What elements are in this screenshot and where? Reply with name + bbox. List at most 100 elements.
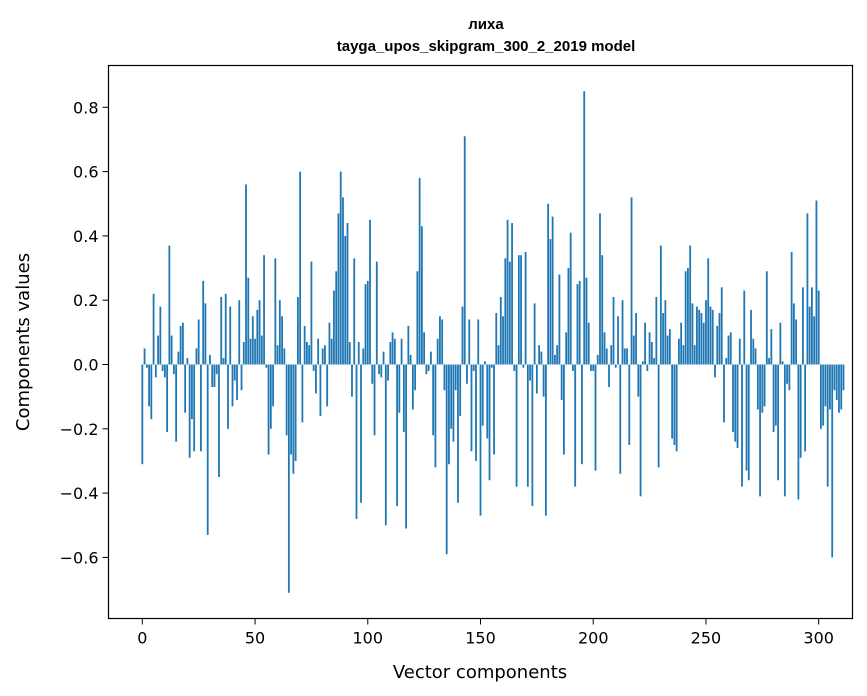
bar xyxy=(808,306,811,365)
bar xyxy=(154,364,157,378)
bar xyxy=(833,364,836,391)
bar xyxy=(145,364,148,368)
bar xyxy=(549,239,552,365)
bar xyxy=(263,255,265,365)
bar xyxy=(242,342,245,365)
x-tick-label: 300 xyxy=(803,629,834,648)
bar xyxy=(630,197,633,365)
bar xyxy=(236,364,238,400)
bar xyxy=(506,219,509,365)
bar xyxy=(684,271,687,365)
bar xyxy=(756,364,759,410)
bar xyxy=(152,293,155,365)
bar xyxy=(691,303,694,365)
bar xyxy=(786,364,789,384)
bar xyxy=(666,335,669,365)
bar xyxy=(576,284,579,365)
bar xyxy=(632,335,635,365)
x-axis-ticks: 0 50 100 150 200 250 300 xyxy=(137,618,834,648)
y-tick-label: 0.4 xyxy=(73,227,98,246)
bar xyxy=(191,364,193,420)
bar xyxy=(734,364,737,442)
bar xyxy=(382,351,385,365)
bar xyxy=(364,284,367,365)
bar xyxy=(373,364,376,436)
bar xyxy=(439,316,441,365)
bar xyxy=(614,364,617,368)
bar xyxy=(585,277,588,365)
bar xyxy=(641,361,644,365)
bar xyxy=(423,332,426,365)
bar xyxy=(736,364,739,449)
bar xyxy=(745,364,748,471)
bar xyxy=(668,329,671,365)
bar xyxy=(224,293,227,365)
bar xyxy=(835,364,838,400)
bar xyxy=(560,364,563,400)
bar xyxy=(790,251,793,365)
bar xyxy=(610,345,613,365)
bar xyxy=(623,348,626,365)
bar xyxy=(215,364,218,375)
bar xyxy=(522,364,525,368)
bar xyxy=(508,261,511,365)
bar xyxy=(269,364,272,429)
bar xyxy=(348,342,351,365)
bar xyxy=(220,296,223,365)
chart-subtitle: tayga_upos_skipgram_300_2_2019 model xyxy=(337,38,636,55)
bar xyxy=(824,364,827,407)
bar xyxy=(495,313,498,365)
bar xyxy=(711,309,714,365)
bar xyxy=(759,364,761,497)
bar xyxy=(770,329,773,365)
bar xyxy=(315,364,317,394)
bar xyxy=(675,364,678,452)
bar xyxy=(148,364,150,407)
bar xyxy=(750,309,752,365)
bar xyxy=(813,316,816,365)
bar xyxy=(783,364,786,497)
bar xyxy=(339,171,342,365)
bar xyxy=(673,364,676,445)
bar xyxy=(707,258,710,365)
bar xyxy=(150,364,153,420)
bar xyxy=(258,300,261,365)
bar xyxy=(457,364,459,503)
y-tick-label: 0.8 xyxy=(73,98,98,117)
bar xyxy=(696,306,698,365)
bar xyxy=(594,364,597,471)
bar xyxy=(513,364,516,371)
bar xyxy=(709,306,712,365)
bar xyxy=(499,296,502,365)
bar xyxy=(565,332,568,365)
bar xyxy=(170,335,173,365)
y-tick-label: −0.6 xyxy=(60,548,99,567)
bar xyxy=(310,261,313,365)
bar xyxy=(646,364,649,371)
bar xyxy=(479,364,482,516)
bar xyxy=(393,338,396,365)
bar xyxy=(720,287,723,365)
bar xyxy=(729,332,732,365)
y-tick-label: 0.2 xyxy=(73,291,98,310)
bar xyxy=(227,364,229,429)
bar xyxy=(391,332,394,365)
bar xyxy=(732,364,734,433)
bar xyxy=(682,345,685,365)
bar xyxy=(177,351,180,365)
bar xyxy=(163,364,166,378)
bar xyxy=(450,364,453,429)
bar xyxy=(378,364,380,375)
bar xyxy=(569,232,572,365)
bar xyxy=(445,364,448,555)
bar xyxy=(461,306,464,365)
x-tick-label: 50 xyxy=(245,629,265,648)
bar xyxy=(578,280,581,365)
bar xyxy=(218,364,220,478)
bar xyxy=(716,325,719,365)
bar xyxy=(418,178,421,365)
bar xyxy=(409,354,412,365)
bar xyxy=(687,268,689,365)
bar xyxy=(765,271,768,365)
bar xyxy=(599,213,601,365)
